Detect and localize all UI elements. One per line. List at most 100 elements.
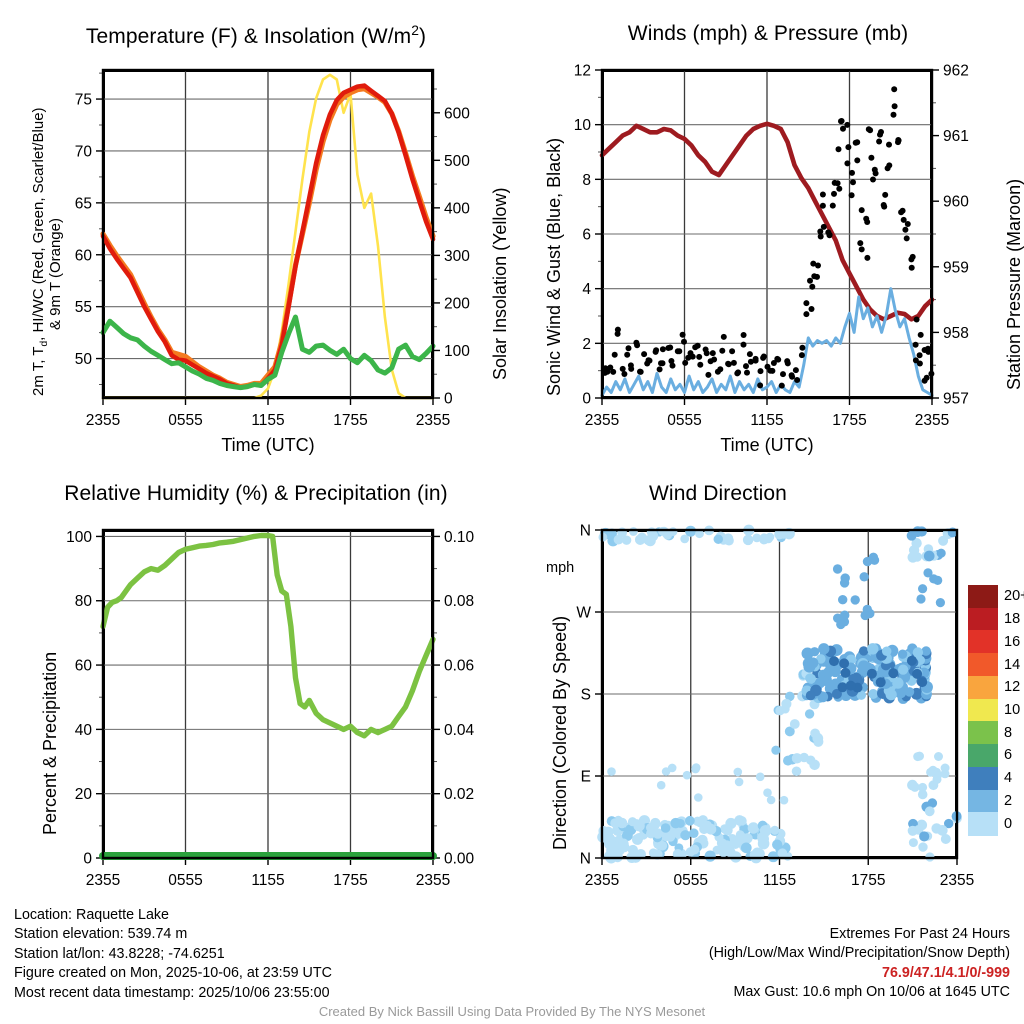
wind-direction-point [692, 816, 703, 826]
wind-direction-point [860, 610, 870, 621]
gust-point [817, 228, 824, 235]
gust-point [641, 351, 648, 358]
panel-winds: Winds (mph) & Pressure (mb) 2355 0555 1155… [512, 0, 1024, 460]
gust-point [819, 202, 826, 209]
gust-point [709, 350, 716, 357]
gust-point [890, 111, 897, 118]
wind-direction-point [805, 690, 816, 701]
wind-direction-point [938, 535, 949, 546]
extremes-title: Extremes For Past 24 Hours [829, 926, 1010, 942]
gust-point [714, 368, 721, 375]
gust-point [815, 262, 821, 269]
colorbar-band [968, 607, 998, 632]
colorbar-title: mph [546, 560, 575, 576]
wind-direction-point [734, 777, 744, 787]
gust-point [867, 127, 874, 134]
gust-point [811, 273, 818, 280]
colorbar-band [968, 789, 998, 813]
gust-point [908, 264, 915, 271]
gust-point [854, 157, 861, 164]
gust-point [857, 240, 864, 247]
humidity-chart-svg: 2355 0555 1155 1755 2355 0 20 40 60 80 100 0.00 0.02… [66, 528, 475, 889]
gust-point [871, 166, 878, 173]
wind-direction-point [919, 831, 930, 842]
gust-point [696, 353, 703, 360]
gust-point [659, 346, 666, 353]
wind-direction-point [742, 534, 754, 546]
wind-direction-point [912, 647, 924, 658]
gust-point [621, 371, 628, 377]
wind-direction-point [897, 664, 909, 675]
wind-direction-point [885, 689, 897, 701]
y-tick-label-right: 400 [444, 200, 470, 217]
gust-point [746, 351, 753, 358]
gust-point [817, 233, 824, 240]
gust-point [864, 254, 871, 261]
wind-direction-point [809, 647, 820, 657]
y-tick-label-left: E [581, 769, 591, 786]
y-tick-label-right: 962 [943, 63, 969, 80]
gust-point [891, 86, 898, 93]
wind-direction-point [733, 767, 743, 777]
x-tick-label: 2355 [416, 412, 450, 429]
wind-direction-point [607, 767, 616, 776]
colorbar-tick-label: 10 [1004, 702, 1021, 718]
wind-direction-point [918, 782, 928, 792]
wind-direction-point [704, 850, 716, 862]
gust-point [834, 180, 841, 187]
wind-direction-point [652, 828, 664, 839]
gust-point [863, 215, 870, 222]
gust-point [610, 368, 617, 375]
wind-direction-point [764, 534, 773, 544]
y-tick-label-left: 2 [582, 336, 591, 353]
gust-point [744, 369, 750, 376]
wind-direction-point [839, 578, 850, 588]
wind-direction-point [923, 568, 933, 578]
gust-point [637, 368, 644, 375]
x-tick-label: 1155 [763, 872, 796, 889]
gust-point [870, 176, 876, 183]
gust-point [803, 311, 810, 318]
wind-direction-point [633, 820, 645, 832]
footer-station-info: Location: Raquette Lake Station elevatio… [14, 906, 332, 1003]
gust-point [711, 356, 718, 363]
x-tick-label: 2355 [940, 872, 974, 889]
wind-direction-point [921, 646, 931, 656]
gust-point [757, 368, 764, 375]
wind-direction-point [856, 690, 867, 700]
y-tick-label-right: 0.06 [444, 658, 474, 675]
wind-direction-point [832, 564, 843, 574]
gust-point [820, 223, 827, 230]
gust-point [656, 366, 663, 373]
wind-direction-point [616, 817, 628, 829]
wind-direction-point [908, 545, 920, 556]
colorbar-tick-label: 0 [1004, 815, 1013, 832]
gust-point [808, 306, 815, 312]
wind-direction-point [859, 572, 869, 582]
wind-direction-point [647, 530, 659, 542]
wind-direction-point [680, 830, 691, 841]
gust-point [876, 138, 883, 145]
y-tick-label-left: N [580, 851, 591, 868]
panel-humidity: Relative Humidity (%) & Precipitation (i… [0, 460, 512, 900]
x-tick-label: 0555 [674, 872, 708, 889]
y-tick-label-left: 55 [75, 299, 92, 316]
title-text: Temperature (F) & Insolation (W/m [85, 25, 412, 48]
wind-direction-point [868, 689, 879, 699]
y-axis-label-winds-left: Sonic Wind & Gust (Blue, Black) [544, 137, 564, 396]
gust-point [913, 316, 920, 323]
gust-point [881, 203, 888, 210]
x-tick-label: 2355 [416, 872, 450, 889]
colorbar-band [968, 744, 998, 768]
gust-point [819, 191, 826, 198]
gust-point [719, 347, 726, 354]
wind-direction-point [913, 752, 923, 762]
wind-direction-point [791, 766, 802, 776]
wind-direction-point [840, 667, 851, 678]
gust-point [925, 345, 931, 352]
gust-point [780, 371, 786, 378]
wind-direction-point [881, 646, 892, 656]
colorbar-tick-label: 16 [1004, 633, 1021, 650]
y-axis-label-temperature-left-2: & 9m T (Orange) [47, 218, 64, 330]
wind-direction-point [926, 767, 936, 777]
